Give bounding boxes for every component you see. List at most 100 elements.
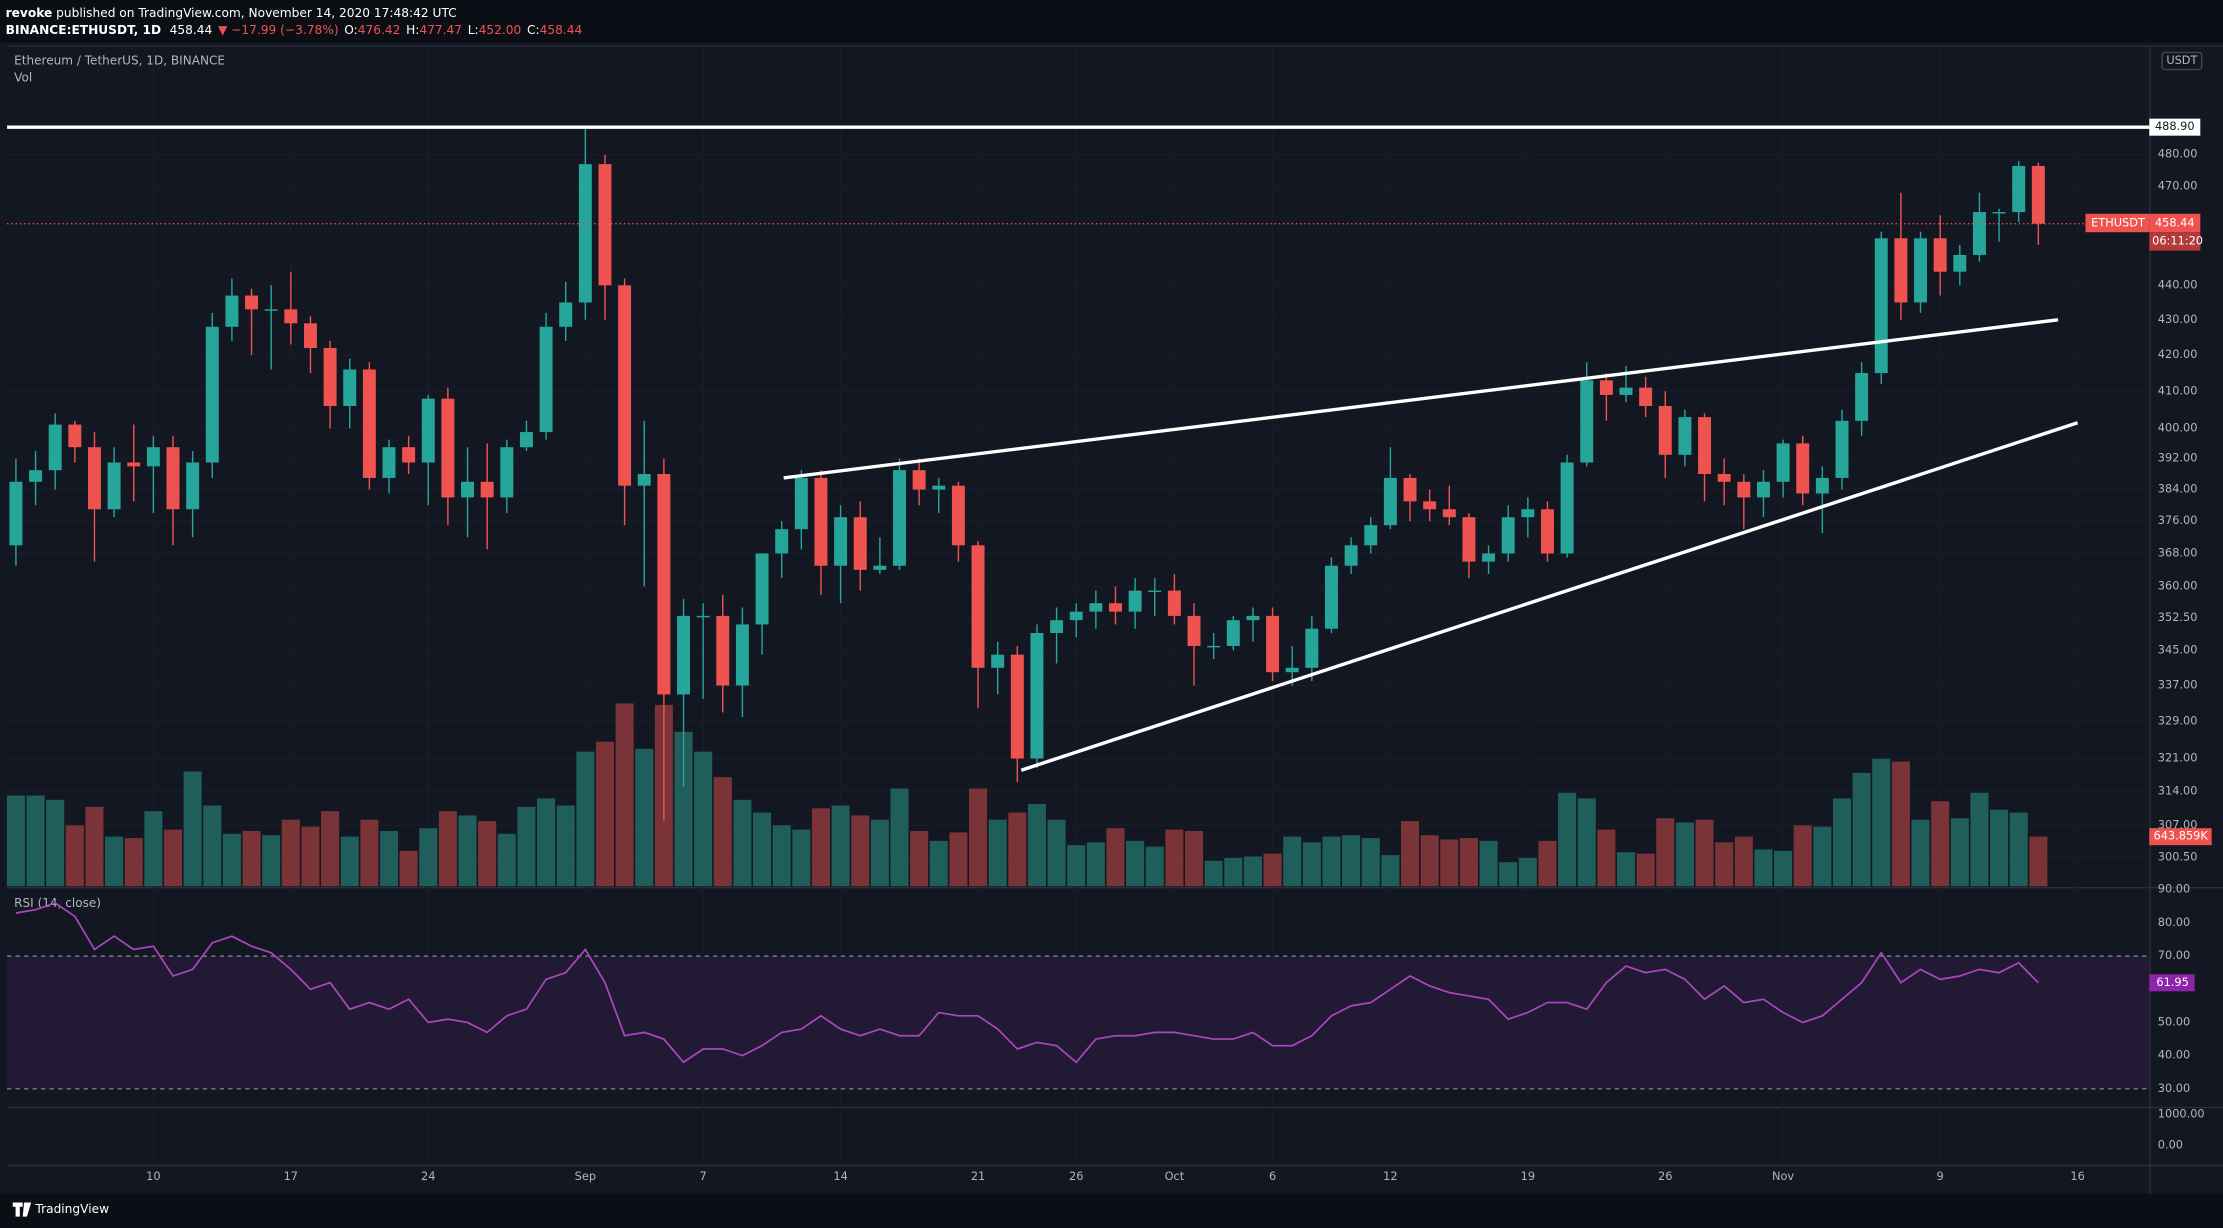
volume-bar (969, 788, 988, 887)
volume-label: 643.859K (2154, 829, 2209, 843)
y-tick-label: 400.00 (2158, 420, 2198, 434)
volume-bar (1224, 857, 1243, 887)
author: revoke (6, 5, 53, 19)
candle-body (598, 164, 612, 286)
candle-body (1482, 553, 1496, 562)
candle-body (343, 369, 357, 406)
c-key: C: (527, 22, 540, 36)
volume-bar (478, 821, 497, 887)
candle-body (500, 447, 514, 498)
volume-bar (1558, 792, 1577, 887)
volume-bar (1106, 828, 1125, 887)
volume-bar (360, 819, 379, 887)
volume-bar (988, 819, 1007, 887)
y-tick-label: 300.50 (2158, 850, 2198, 864)
volume-bar (1008, 812, 1027, 887)
volume-bar (281, 819, 300, 887)
rsi-label: 61.95 (2156, 975, 2188, 989)
volume-bar (1715, 842, 1734, 887)
candle-body (1344, 545, 1358, 566)
volume-bar (1047, 819, 1066, 887)
candle-body (87, 447, 101, 510)
y-tick-label: 440.00 (2158, 277, 2198, 291)
candle-body (1796, 443, 1810, 494)
candle-body (559, 302, 573, 327)
candle-body (893, 470, 906, 566)
volume-bar (851, 815, 870, 887)
volume-bar (929, 840, 948, 887)
candle-body (1030, 632, 1044, 759)
volume-bar (458, 815, 477, 887)
volume-bar (1754, 849, 1773, 887)
volume-bar (556, 805, 575, 887)
volume-bar (1145, 846, 1164, 887)
trendline (1020, 421, 2079, 772)
candle-body (1109, 603, 1122, 612)
candle-body (1364, 525, 1378, 546)
candle-body (1226, 620, 1240, 646)
l-val: 452.00 (479, 22, 522, 36)
candle-body (1167, 590, 1181, 616)
instrument: Ethereum / TetherUS, 1D, BINANCE (14, 53, 225, 67)
x-tick-label: 9 (1937, 1169, 1944, 1183)
candle-body (912, 470, 926, 490)
volume-bar (1852, 772, 1871, 887)
candle-body (991, 654, 1005, 668)
footer-bar (0, 1193, 2223, 1228)
published: published on TradingView.com, November 1… (52, 5, 456, 19)
volume-bar (262, 835, 281, 887)
resistance-label: 488.90 (2155, 119, 2195, 133)
volume-bar (890, 788, 909, 887)
candle-body (578, 164, 592, 303)
candle-body (2012, 165, 2026, 213)
volume-bar (694, 751, 713, 887)
volume-bar (1597, 829, 1616, 887)
volume-bar (1420, 835, 1439, 887)
candle-body (1717, 474, 1731, 482)
candle-body (480, 481, 494, 498)
candle-body (637, 474, 651, 486)
candle-body (1619, 387, 1633, 395)
candle-body (1835, 420, 1849, 478)
brand: TradingView (34, 1202, 109, 1216)
rsi-title: RSI (14, close) (14, 896, 101, 910)
x-tick-label: 14 (833, 1169, 847, 1183)
candle-body (1266, 615, 1280, 673)
volume-bar (1381, 855, 1400, 887)
candle-body (382, 447, 396, 478)
volume-bar (1970, 792, 1989, 887)
volume-bar (6, 795, 25, 887)
last-price-label: 458.44 (2155, 216, 2195, 230)
volume-bar (1361, 838, 1380, 887)
change: ▼ −17.99 (−3.78%) (218, 22, 339, 36)
volume-bar (1126, 840, 1145, 887)
volume-bar (595, 741, 615, 887)
volume-bar (46, 799, 65, 887)
volume-bar (1459, 838, 1478, 887)
volume-bar (105, 836, 124, 887)
rsi-band (7, 956, 2150, 1089)
volume-bar (1165, 829, 1184, 887)
volume-bar (831, 805, 850, 887)
candle-body (303, 323, 317, 348)
y-tick-label: 392.00 (2158, 451, 2198, 465)
last-price-box (2149, 213, 2201, 233)
volume-bar (419, 828, 438, 887)
volume-bar (321, 811, 340, 887)
y-tick-label: 337.00 (2158, 678, 2198, 692)
volume-bar (379, 830, 399, 887)
candle-body (814, 477, 828, 566)
volume-bar (1616, 852, 1636, 887)
x-tick-label: Sep (575, 1169, 596, 1183)
candle-body (1639, 387, 1653, 406)
candle-body (1383, 477, 1397, 526)
candle-body (68, 424, 82, 448)
candle-body (1560, 462, 1574, 554)
candle-body (166, 447, 180, 510)
y-tick-label: 368.00 (2158, 545, 2198, 559)
x-tick-label: 26 (1069, 1169, 1083, 1183)
lower-tick: 0.00 (2158, 1138, 2183, 1152)
volume-bar (753, 812, 772, 887)
candle-body (1855, 373, 1869, 421)
